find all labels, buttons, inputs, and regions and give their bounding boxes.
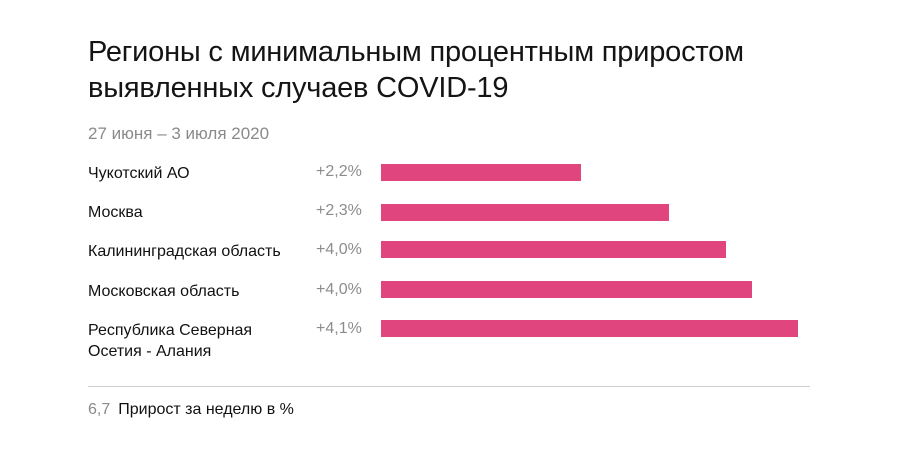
bar xyxy=(381,241,726,258)
value-label: +2,3% xyxy=(316,202,362,219)
category-label: Калининградская область xyxy=(88,241,308,262)
chart-subtitle: 27 июня – 3 июля 2020 xyxy=(88,124,270,143)
category-label-line: Чукотский АО xyxy=(88,165,190,182)
legend-label: Прирост за неделю в % xyxy=(118,401,294,418)
category-label: Московская область xyxy=(88,281,308,302)
category-label: Чукотский АО xyxy=(88,163,308,184)
category-label-line: Республика Северная xyxy=(88,322,253,339)
category-label-line: Калининградская область xyxy=(88,243,281,260)
category-label: Республика Северная Осетия - Алания xyxy=(88,320,308,362)
category-label-line: Москва xyxy=(88,204,143,221)
category-label: Москва xyxy=(88,202,308,223)
bar xyxy=(381,164,581,181)
bar xyxy=(381,320,798,337)
chart-title-line-2: выявленных случаев COVID-19 xyxy=(88,72,509,104)
chart-title-line-1: Регионы с минимальным процентным прирост… xyxy=(88,36,744,68)
legend-sample-value: 6,7 xyxy=(88,401,111,418)
bar xyxy=(381,281,752,298)
chart-baseline xyxy=(88,386,810,387)
value-label: +4,1% xyxy=(316,320,362,337)
chart-title: Регионы с минимальным процентным прирост… xyxy=(88,34,848,106)
value-label: +2,2% xyxy=(316,163,362,180)
category-label-line: Московская область xyxy=(88,283,240,300)
chart-legend: 6,7 Прирост за неделю в % xyxy=(88,401,294,419)
category-label-line: Осетия - Алания xyxy=(88,343,212,360)
value-label: +4,0% xyxy=(316,281,362,298)
value-label: +4,0% xyxy=(316,241,362,258)
bar xyxy=(381,204,669,221)
